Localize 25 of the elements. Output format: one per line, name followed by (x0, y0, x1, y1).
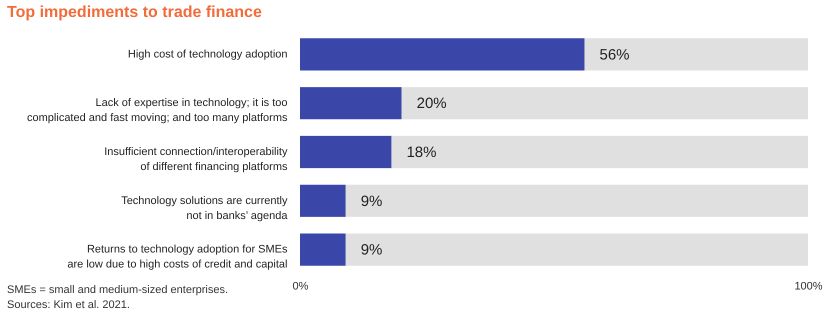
x-tick-label: 0% (292, 280, 309, 292)
bar (402, 87, 808, 120)
bar (346, 184, 808, 217)
data-label: 9% (360, 242, 382, 259)
bar (300, 87, 402, 120)
bar (391, 136, 808, 168)
bar (300, 233, 346, 266)
data-label: 56% (599, 46, 630, 64)
y-tick-label: High cost of technology adoption (128, 48, 288, 60)
bar (346, 233, 808, 266)
y-tick-label: Lack of expertise in technology; it is too complicated and fast moving; and too many platforms (27, 97, 288, 124)
data-label: 20% (416, 95, 447, 112)
bar (300, 136, 392, 168)
y-tick-label: Insufficient connection/interoperability of different financing platforms (104, 146, 288, 173)
text: SMEs = small and medium-sized enterprises. (7, 284, 228, 296)
bar (300, 184, 346, 217)
data-label: 18% (406, 144, 436, 161)
data-label: 9% (360, 192, 382, 210)
source-note: Sources: Kim et al. 2021. (7, 299, 130, 311)
text: Top impediments to trade finance (7, 4, 262, 21)
x-tick-label: 100% (794, 280, 823, 292)
y-tick-label: Returns to technology adoption for SMEs are low due to high costs of credit and capital (67, 244, 288, 271)
bar (300, 38, 584, 71)
bar (584, 38, 808, 71)
y-tick-label: Technology solutions are currently not in banks’ agenda (121, 194, 288, 222)
